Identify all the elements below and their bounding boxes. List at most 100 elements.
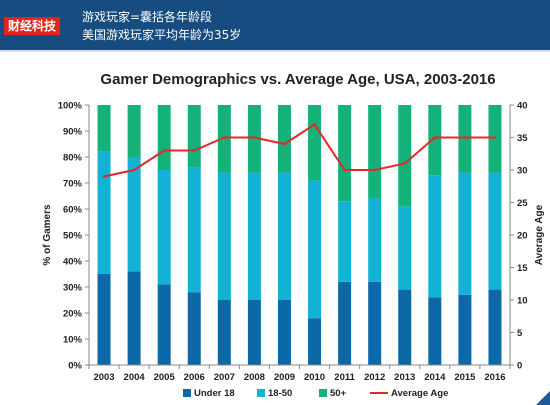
bar-segment-18-50-2015 [458,172,472,295]
bar-segment-under-18-2009 [277,300,291,365]
bar-segment-50--2011 [338,105,352,202]
bar-segment-18-50-2013 [398,206,412,290]
x-tick-label: 2014 [424,372,446,383]
bar-segment-under-18-2010 [308,318,322,365]
bar-segment-50--2009 [277,105,291,173]
legend-swatch-50- [319,389,327,397]
bar-segment-50--2015 [458,105,472,173]
y-tick-label: 0% [68,361,82,372]
x-tick-label: 2016 [484,372,505,383]
bar-segment-50--2012 [368,105,382,199]
y2-tick-label: 10 [517,296,528,307]
y-axis-label: % of Gamers [42,204,53,266]
x-tick-label: 2003 [93,372,114,383]
headline-line-1: 游戏玩家=囊括各年龄段 [82,10,213,24]
x-tick-label: 2015 [454,372,476,383]
bar-segment-18-50-2006 [187,167,201,293]
average-age-point-2012 [373,168,376,172]
bar-segment-under-18-2006 [187,292,201,365]
bar-segment-50--2006 [187,105,201,168]
y2-tick-label: 0 [517,361,522,372]
x-tick-label: 2006 [184,372,205,383]
bar-segment-50--2016 [488,105,502,173]
bar-segment-50--2007 [217,105,231,173]
y2-tick-label: 35 [517,133,528,144]
average-age-point-2008 [253,136,256,139]
bar-segment-18-50-2009 [277,172,291,300]
x-tick-label: 2004 [124,372,146,383]
y-tick-label: 40% [63,257,83,268]
y2-tick-label: 30 [517,166,528,177]
bar-segment-under-18-2008 [247,300,261,365]
x-tick-label: 2008 [244,372,265,383]
header-divider [0,50,550,52]
average-age-point-2015 [463,136,467,139]
legend-label-50-: 50+ [330,388,347,399]
y-tick-label: 30% [63,283,83,294]
bar-segment-18-50-2007 [217,172,231,300]
y-tick-label: 90% [63,127,83,138]
bar-segment-under-18-2007 [217,300,231,365]
bar-segment-under-18-2013 [398,289,412,365]
average-age-point-2003 [102,175,106,178]
x-tick-label: 2005 [154,372,176,383]
y2-tick-label: 40 [517,101,528,112]
x-tick-label: 2010 [304,372,325,383]
bar-segment-50--2008 [247,105,261,173]
bar-segment-18-50-2010 [308,180,322,319]
y2-tick-label: 25 [517,198,528,209]
bar-segment-18-50-2011 [338,201,352,282]
bar-segment-under-18-2012 [368,281,382,365]
x-tick-label: 2013 [394,372,415,383]
average-age-point-2005 [162,149,166,152]
bar-segment-18-50-2004 [127,157,141,272]
y-tick-label: 50% [63,231,83,242]
x-tick-label: 2012 [364,372,385,383]
header-bar: 财经科技 游戏玩家=囊括各年龄段 美国游戏玩家平均年龄为35岁 [0,0,550,50]
headline-line-2: 美国游戏玩家平均年龄为35岁 [82,28,242,42]
bar-segment-under-18-2004 [127,271,141,365]
bar-segment-50--2005 [157,105,171,170]
y-tick-label: 20% [63,309,83,320]
y2-axis-label: Average Age [534,204,545,265]
legend-label-under-18: Under 18 [194,388,235,399]
chart-title: Gamer Demographics vs. Average Age, USA,… [100,71,495,88]
y-tick-label: 10% [63,335,83,346]
bar-segment-under-18-2003 [97,274,111,365]
average-age-point-2011 [343,168,346,172]
legend-label-average-age: Average Age [391,388,448,399]
legend-label-18-50: 18-50 [268,388,292,399]
bar-segment-18-50-2016 [488,172,502,290]
brand-logo: 财经科技 [4,17,61,35]
bar-segment-18-50-2012 [368,198,382,282]
bar-segment-under-18-2005 [157,284,171,365]
corner-decoration [536,391,550,405]
bar-segment-18-50-2003 [97,151,111,274]
bar-segment-under-18-2011 [338,281,352,365]
y-tick-label: 80% [63,153,83,164]
legend-swatch-under-18 [183,389,191,397]
y-tick-label: 70% [63,179,83,190]
bar-segment-50--2010 [308,105,322,181]
bar-segment-under-18-2014 [428,297,442,365]
average-age-point-2016 [493,136,497,139]
bar-segment-50--2013 [398,105,412,207]
average-age-point-2010 [313,123,316,126]
bar-segment-50--2014 [428,105,442,176]
average-age-line [103,123,495,178]
bar-segment-18-50-2014 [428,175,442,298]
bar-segment-50--2003 [97,105,111,152]
bar-segment-18-50-2005 [157,170,171,285]
bar-segment-under-18-2016 [488,289,502,365]
average-age-point-2006 [193,149,196,152]
average-age-point-2013 [403,162,406,165]
bar-segment-under-18-2015 [458,294,472,365]
average-age-point-2007 [223,136,226,139]
x-tick-label: 2009 [274,372,295,383]
y-tick-label: 60% [63,205,83,216]
x-tick-label: 2007 [214,372,235,383]
bar-segment-50--2004 [127,105,141,157]
y-tick-label: 100% [58,101,83,112]
y2-tick-label: 20 [517,231,528,242]
